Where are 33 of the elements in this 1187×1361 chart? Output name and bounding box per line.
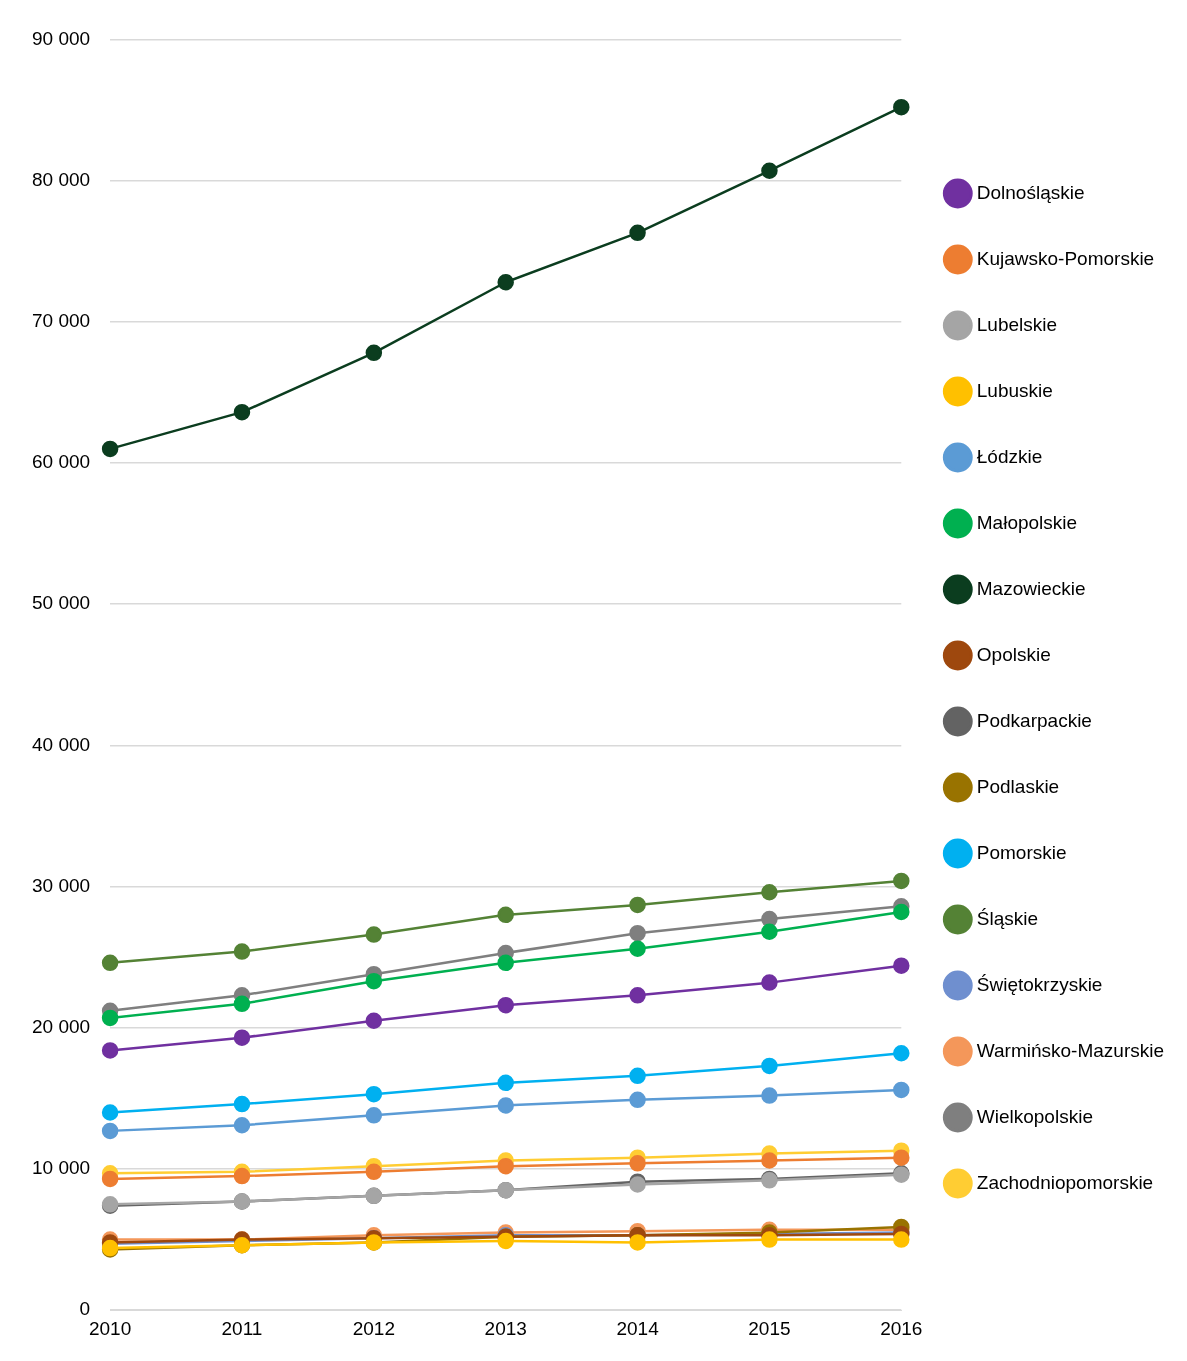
legend-label: Łódzkie — [976, 445, 1043, 467]
legend-label: Dolnośląskie — [976, 181, 1085, 203]
legend-label: Lubelskie — [976, 313, 1058, 335]
x-tick-label: 2016 — [880, 1317, 923, 1339]
legend-label: Małopolskie — [976, 511, 1078, 533]
legend-label: Opolskie — [976, 643, 1051, 665]
y-tick-label: 50 000 — [31, 592, 91, 614]
legend-label: Śląskie — [976, 907, 1039, 929]
legend-label: Lubuskie — [976, 379, 1053, 401]
legend-label: Kujawsko-Pomorskie — [976, 247, 1155, 269]
x-tick-label: 2011 — [221, 1317, 263, 1339]
legend-label: Pomorskie — [976, 841, 1067, 863]
legend-label: Wielkopolskie — [976, 1105, 1093, 1127]
y-tick-label: 0 — [79, 1298, 91, 1320]
y-tick-label: 40 000 — [31, 733, 91, 755]
x-tick-label: 2014 — [616, 1317, 660, 1339]
legend-label: Podlaskie — [976, 775, 1060, 797]
legend-label: Świętokrzyskie — [976, 973, 1103, 995]
y-tick-label: 30 000 — [31, 874, 91, 896]
legend-label: Warmińsko-Mazurskie — [976, 1039, 1165, 1061]
x-tick-label: 2015 — [748, 1317, 791, 1339]
y-tick-label: 10 000 — [31, 1157, 91, 1179]
x-tick-label: 2012 — [352, 1317, 395, 1339]
x-tick-label: 2010 — [88, 1317, 132, 1339]
legend-label: Mazowieckie — [976, 577, 1086, 599]
y-tick-label: 90 000 — [31, 27, 91, 49]
y-tick-label: 70 000 — [31, 310, 91, 332]
y-tick-label: 20 000 — [31, 1016, 91, 1038]
x-tick-label: 2013 — [484, 1317, 527, 1339]
legend-label: Podkarpackie — [976, 709, 1092, 731]
legend-label: Zachodniopomorskie — [976, 1171, 1154, 1193]
y-tick-label: 60 000 — [31, 451, 91, 473]
y-tick-label: 80 000 — [31, 168, 91, 190]
